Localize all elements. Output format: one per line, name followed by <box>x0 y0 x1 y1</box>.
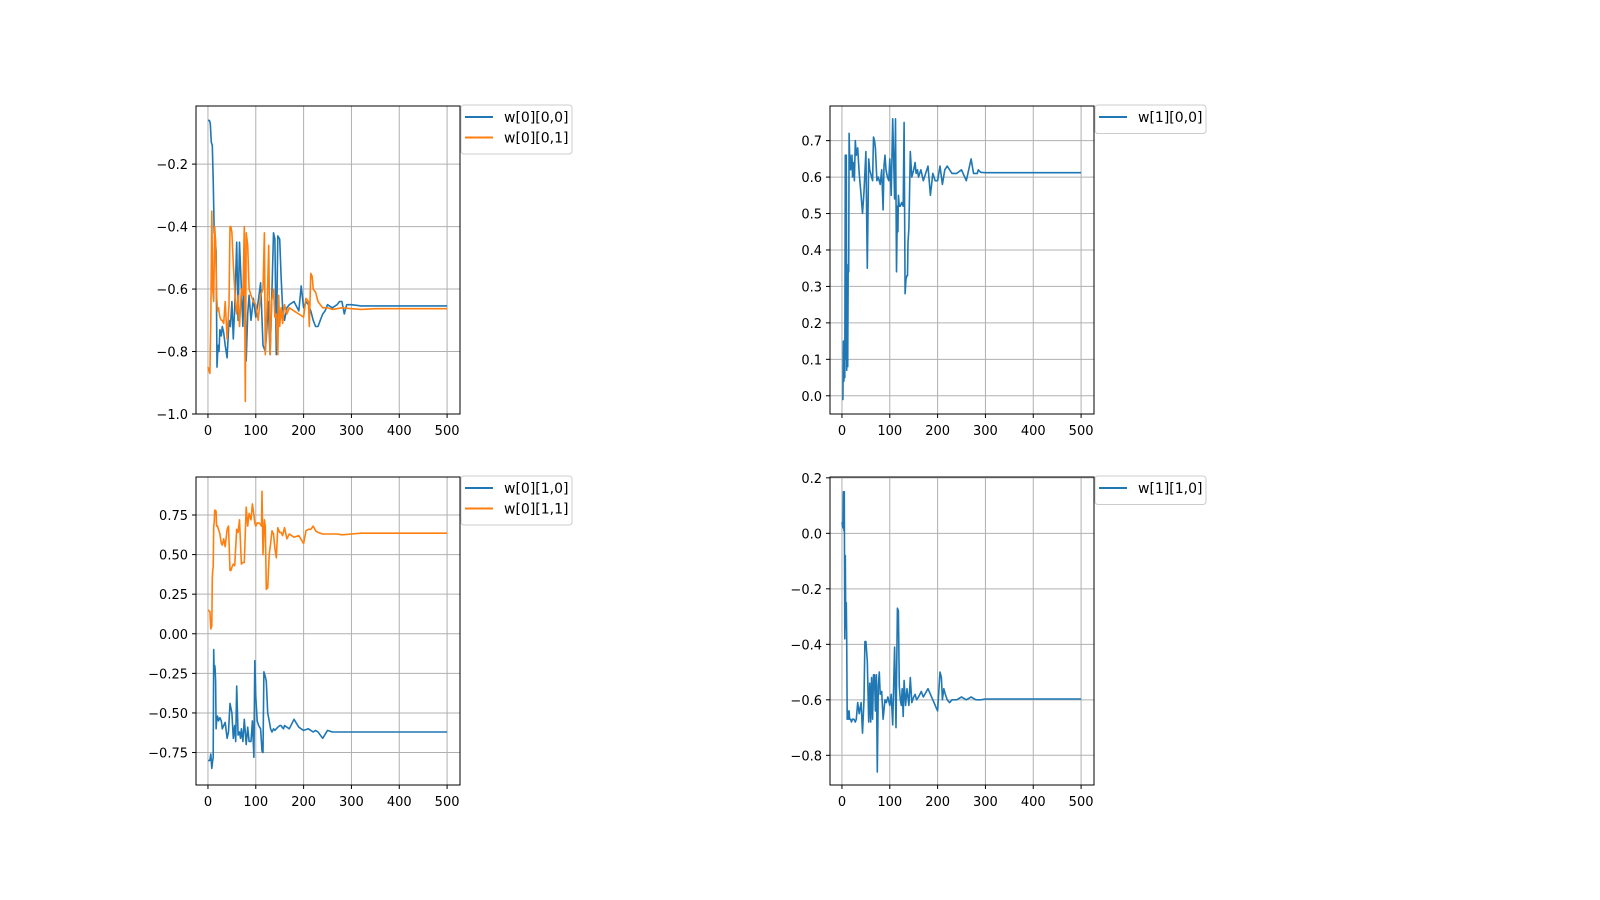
x-tick-label: 500 <box>1069 795 1094 810</box>
subplot-w1-row1: 0 100 200 300 400 500 −0.8−0.6−0.4−0.20.00.2 … <box>790 472 1207 810</box>
series-line <box>207 490 448 630</box>
series-line <box>208 648 448 770</box>
y-tick-label: −0.4 <box>790 638 822 653</box>
y-tick-label: 0.50 <box>159 549 188 564</box>
series-line <box>207 210 448 403</box>
x-tick-label: 200 <box>291 424 316 439</box>
legend: w[0][1,0] w[0][1,1] <box>460 475 573 526</box>
legend: w[1][0,0] <box>1094 104 1207 134</box>
subplot-w0-row0: 0 100 200 300 400 500 −1.0 −0.8 −0.6 −0.4 −0.2 w[… <box>156 104 573 439</box>
series-line <box>841 490 1082 773</box>
y-tick-label: 0.75 <box>159 509 188 524</box>
x-tick-label: 400 <box>387 795 412 810</box>
x-tick-label: 200 <box>925 795 950 810</box>
y-tick-label: 0.3 <box>801 280 822 295</box>
legend-label: w[1][0,0] <box>1138 110 1202 126</box>
data-lines <box>207 119 448 403</box>
y-tick-label: −0.75 <box>148 747 188 762</box>
x-tick-label: 300 <box>339 795 364 810</box>
y-tick-label: 0.1 <box>801 353 822 368</box>
grid-lines <box>830 106 1094 414</box>
subplot-w1-row0: 0 100 200 300 400 500 0.00.10.20.30.40.50.60.… <box>801 104 1207 439</box>
data-lines <box>207 490 448 770</box>
y-tick-label: 0.0 <box>801 527 822 542</box>
legend-label: w[0][1,1] <box>504 502 568 518</box>
x-tick-label: 300 <box>973 795 998 810</box>
x-tick-label: 200 <box>925 424 950 439</box>
axes-frame <box>195 105 461 415</box>
x-axis-ticks: 0 100 200 300 400 500 <box>204 785 460 810</box>
x-tick-label: 400 <box>1021 424 1046 439</box>
grid-lines <box>830 477 1094 785</box>
x-tick-label: 0 <box>204 795 212 810</box>
x-tick-label: 500 <box>1069 424 1094 439</box>
axes-frame <box>195 476 461 786</box>
x-tick-label: 100 <box>877 795 902 810</box>
y-tick-label: −0.4 <box>156 221 188 236</box>
data-lines <box>842 118 1082 401</box>
x-tick-label: 100 <box>877 424 902 439</box>
y-tick-label: −0.25 <box>148 667 188 682</box>
y-axis-ticks: −0.8 −0.6 −0.4 −0.2 0.0 0.2 <box>790 472 830 764</box>
legend: w[0][0,0] w[0][0,1] <box>460 104 573 155</box>
x-tick-label: 100 <box>243 795 268 810</box>
x-axis-ticks: 0 100 200 300 400 500 <box>838 785 1094 810</box>
y-axis-ticks: −0.75 −0.50 −0.25 0.00 0.25 0.50 0.75 <box>148 509 196 762</box>
y-tick-label: 0.25 <box>159 588 188 603</box>
legend-label: w[0][0,0] <box>504 110 568 126</box>
x-tick-label: 500 <box>435 424 460 439</box>
y-tick-label: 0.0 <box>801 390 822 405</box>
data-lines <box>841 490 1082 773</box>
y-tick-label: −0.50 <box>148 707 188 722</box>
y-tick-label: −1.0 <box>156 408 188 423</box>
y-axis-ticks: −1.0 −0.8 −0.6 −0.4 −0.2 <box>156 158 196 423</box>
axes-frame <box>829 105 1095 415</box>
x-tick-label: 500 <box>435 795 460 810</box>
x-tick-label: 0 <box>838 424 846 439</box>
x-tick-label: 300 <box>339 424 364 439</box>
x-tick-label: 100 <box>243 424 268 439</box>
y-axis-ticks: 0.0 0.1 0.2 0.3 0.4 0.5 0.6 0.7 <box>801 135 830 405</box>
y-tick-label: −0.8 <box>790 749 822 764</box>
y-tick-label: −0.2 <box>790 583 822 598</box>
legend-box <box>1094 475 1207 505</box>
x-axis-ticks: 0 100 200 300 400 500 <box>204 414 460 439</box>
y-tick-label: 0.2 <box>801 317 822 332</box>
legend: w[1][1,0] <box>1094 475 1207 505</box>
legend-box <box>1094 104 1207 134</box>
legend-label: w[0][1,0] <box>504 481 568 497</box>
x-tick-label: 200 <box>291 795 316 810</box>
axes-frame <box>829 476 1095 786</box>
y-tick-label: 0.2 <box>801 472 822 487</box>
legend-label: w[0][0,1] <box>504 131 568 147</box>
series-line <box>842 118 1082 401</box>
y-tick-label: 0.6 <box>801 171 822 186</box>
y-tick-label: 0.7 <box>801 135 822 150</box>
y-tick-label: −0.2 <box>156 158 188 173</box>
y-tick-label: −0.6 <box>790 694 822 709</box>
grid-lines <box>196 477 460 785</box>
x-tick-label: 400 <box>387 424 412 439</box>
x-tick-label: 0 <box>838 795 846 810</box>
y-tick-label: −0.8 <box>156 346 188 361</box>
y-tick-label: 0.5 <box>801 208 822 223</box>
x-axis-ticks: 0 100 200 300 400 500 <box>838 414 1094 439</box>
y-tick-label: 0.4 <box>801 244 822 259</box>
x-tick-label: 300 <box>973 424 998 439</box>
subplot-w0-row1: 0 100 200 300 400 500 −0.75 −0.50 −0.25 0.00 0.25… <box>148 475 573 810</box>
x-tick-label: 0 <box>204 424 212 439</box>
y-tick-label: 0.00 <box>159 628 188 643</box>
x-tick-label: 400 <box>1021 795 1046 810</box>
y-tick-label: −0.6 <box>156 283 188 298</box>
legend-label: w[1][1,0] <box>1138 481 1202 497</box>
